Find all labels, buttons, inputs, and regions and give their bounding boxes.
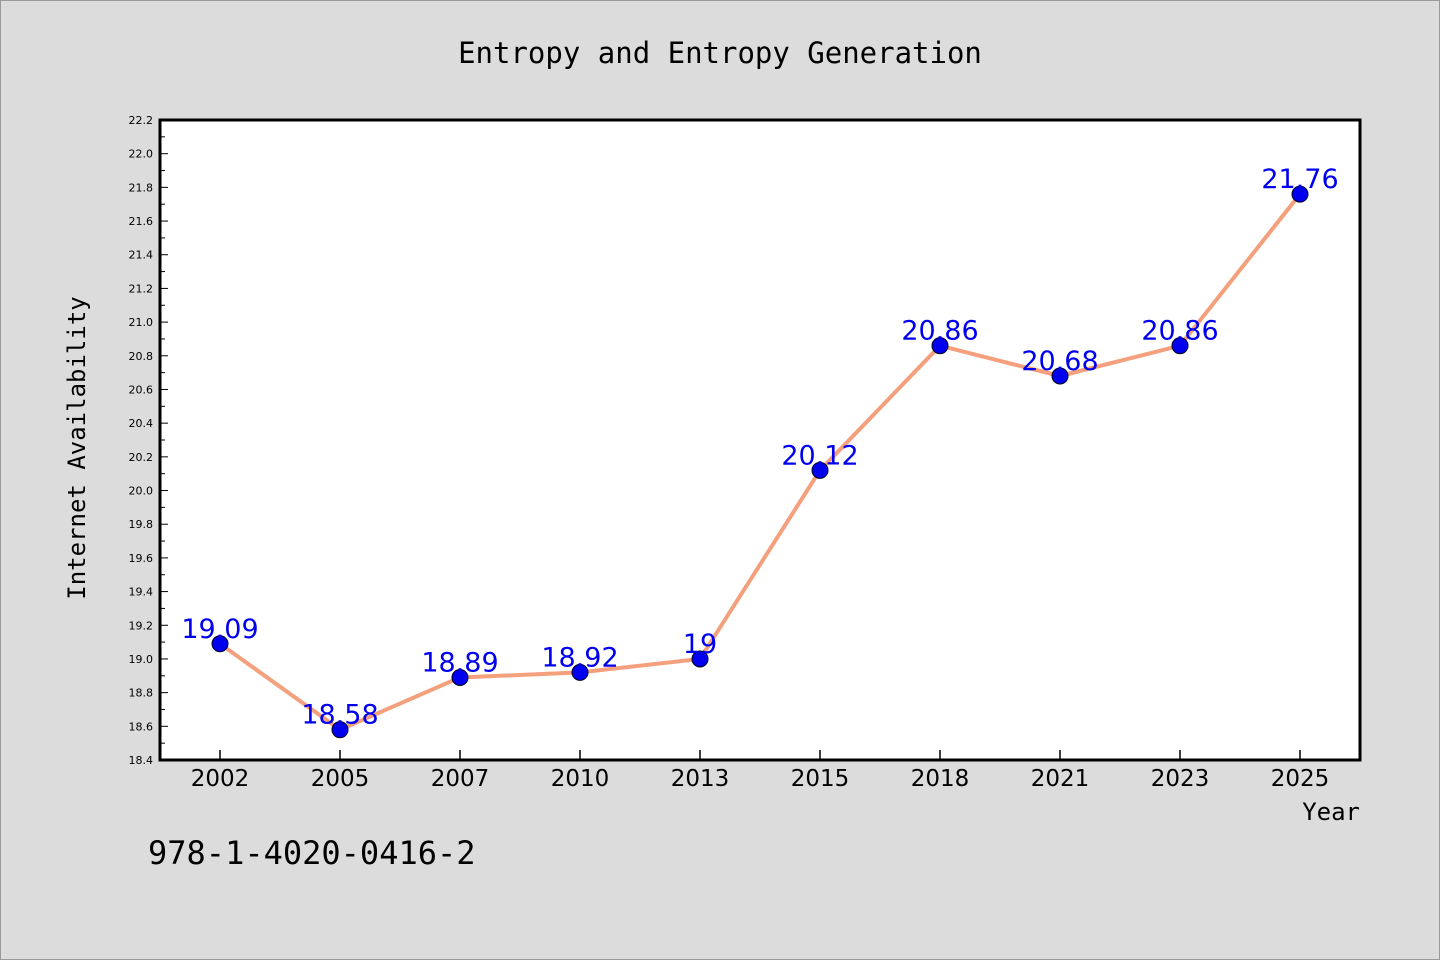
data-point — [1291, 185, 1309, 203]
x-tick-label: 2005 — [311, 766, 370, 792]
x-tick-label: 2021 — [1031, 766, 1090, 792]
y-tick-label: 19.4 — [129, 586, 154, 599]
data-point — [1171, 337, 1189, 355]
data-point — [451, 668, 469, 686]
y-tick-label: 19.0 — [129, 653, 154, 666]
x-tick-label: 2013 — [671, 766, 730, 792]
data-label: 18.58 — [301, 700, 378, 731]
data-label: 18.92 — [541, 642, 618, 673]
data-point — [571, 663, 589, 681]
y-tick-label: 18.4 — [129, 754, 154, 767]
x-tick-label: 2010 — [551, 766, 610, 792]
data-point — [1051, 367, 1069, 385]
y-tick-label: 20.8 — [129, 350, 154, 363]
y-tick-label: 20.0 — [129, 485, 154, 498]
x-tick-label: 2023 — [1151, 766, 1210, 792]
y-tick-label: 21.6 — [129, 215, 154, 228]
x-tick-label: 2015 — [791, 766, 850, 792]
x-tick-label: 2002 — [191, 766, 250, 792]
plot-area — [160, 120, 1360, 760]
data-label: 19.09 — [181, 614, 258, 645]
footer-code: 978-1-4020-0416-2 — [148, 834, 476, 872]
x-tick-label: 2007 — [431, 766, 490, 792]
data-point — [691, 650, 709, 668]
y-axis-label: Internet Availability — [63, 296, 91, 599]
y-tick-label: 21.2 — [129, 282, 154, 295]
series-line — [218, 192, 1302, 732]
chart-title: Entropy and Entropy Generation — [458, 36, 982, 70]
x-axis-ticks: 2002 2005 2007 2010 2013 2015 2018 2021 2023 2025 — [191, 750, 1330, 792]
plot-border — [158, 118, 1362, 762]
data-labels: 19.09 18.58 18.89 18.92 19 20.12 20.86 20.68 20.… — [181, 164, 1338, 731]
x-tick-label: 2018 — [911, 766, 970, 792]
y-tick-label: 20.6 — [129, 383, 154, 396]
y-tick-label: 21.4 — [129, 249, 154, 262]
y-tick-label: 19.8 — [129, 518, 154, 531]
y-tick-label: 21.8 — [129, 181, 154, 194]
data-label: 20.12 — [781, 440, 858, 471]
y-tick-label: 22.2 — [129, 114, 154, 127]
y-tick-label: 20.2 — [129, 451, 154, 464]
data-label: 21.76 — [1261, 164, 1338, 195]
series-markers — [211, 185, 1309, 739]
y-tick-label: 18.8 — [129, 687, 154, 700]
data-point — [811, 461, 829, 479]
y-tick-label: 22.0 — [129, 148, 154, 161]
data-point — [211, 635, 229, 653]
data-label: 20.86 — [901, 316, 978, 347]
y-tick-label: 20.4 — [129, 417, 154, 430]
data-label: 18.89 — [421, 647, 498, 678]
x-tick-label: 2025 — [1271, 766, 1330, 792]
data-label: 19 — [683, 629, 717, 660]
data-point — [931, 337, 949, 355]
x-axis-label: Year — [1302, 798, 1360, 826]
data-label: 20.68 — [1021, 346, 1098, 377]
y-tick-label: 21.0 — [129, 316, 154, 329]
data-point — [331, 721, 349, 739]
y-tick-label: 19.6 — [129, 552, 154, 565]
y-tick-label: 18.6 — [129, 720, 154, 733]
data-label: 20.86 — [1141, 316, 1218, 347]
y-tick-label: 19.2 — [129, 619, 154, 632]
